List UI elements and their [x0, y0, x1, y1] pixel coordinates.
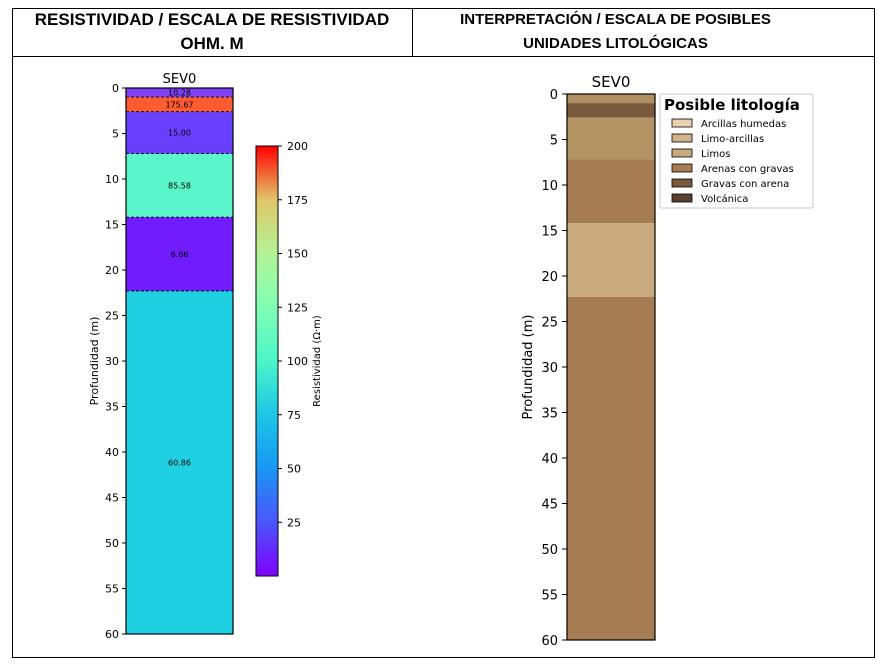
legend-entry-label: Volcánica: [701, 193, 748, 205]
y-tick-label: 40: [105, 446, 119, 459]
resistivity-layer-4: [126, 217, 233, 291]
colorbar-tick-label: 75: [287, 409, 301, 422]
y-tick-label: 35: [541, 407, 558, 422]
y-tick-label: 30: [541, 361, 558, 376]
y-tick-label: 35: [105, 401, 119, 414]
y-tick-label: 30: [105, 355, 119, 368]
lithology-layer-3: [567, 159, 655, 224]
y-tick-label: 15: [541, 225, 558, 240]
right-header-line2: UNIDADES LITOLÓGICAS: [523, 35, 708, 52]
y-tick-label: 25: [105, 310, 119, 323]
left-header-line1: RESISTIVIDAD / ESCALA DE RESISTIVIDAD: [34, 10, 390, 29]
y-tick-label: 50: [105, 537, 119, 550]
legend-entry-label: Arcillas humedas: [701, 119, 786, 130]
legend-box: [659, 93, 814, 209]
lithology-chart-title: SEV0: [592, 73, 631, 91]
lithology-layer-0: [567, 94, 655, 104]
resistivity-value-label: 15.00: [168, 129, 191, 138]
lithology-layer-5: [567, 296, 655, 640]
y-tick-label: 20: [105, 264, 119, 277]
colorbar-tick-label: 125: [287, 301, 308, 314]
resistivity-layer-3: [126, 153, 233, 218]
y-tick-label: 20: [541, 270, 558, 285]
y-tick-label: 0: [550, 88, 558, 103]
figure-frame: [12, 8, 875, 658]
colorbar-tick-label: 25: [287, 516, 301, 529]
y-tick-label: 45: [105, 492, 119, 505]
resistivity-value-label: 6.66: [171, 250, 189, 259]
colorbar-tick-label: 150: [287, 248, 308, 261]
resistivity-value-label: 85.58: [168, 181, 191, 190]
resistivity-chart-title: SEV0: [163, 72, 197, 87]
y-tick-label: 50: [541, 543, 558, 558]
y-tick-label: 40: [541, 452, 558, 467]
y-tick-label: 10: [105, 173, 119, 186]
y-tick-label: 5: [550, 134, 558, 149]
legend-entry-label: Arenas con gravas: [701, 164, 794, 175]
colorbar-label: Resistividad (Ω·m): [312, 315, 323, 407]
left-header-line2: OHM. M: [180, 34, 244, 53]
legend-swatch: [671, 163, 693, 173]
y-tick-label: 15: [105, 219, 119, 232]
header-divider: [12, 56, 875, 57]
legend-title: Posible litología: [664, 96, 800, 114]
resistivity-layer-1: [126, 97, 233, 112]
colorbar-tick-label: 50: [287, 463, 301, 476]
lithology-layer-4: [567, 223, 655, 297]
legend-swatch: [671, 133, 693, 143]
y-tick-label: 5: [112, 128, 119, 141]
resistivity-value-label: 10.28: [168, 89, 191, 98]
resistivity-value-label: 60.86: [168, 458, 191, 467]
header-column-divider: [412, 8, 413, 57]
legend-entry-label: Limo-arcillas: [701, 134, 764, 145]
legend-entry-label: Limos: [701, 149, 730, 160]
right-header-title: INTERPRETACIÓN / ESCALA DE POSIBLES UNID…: [413, 8, 818, 56]
lithology-layer-2: [567, 117, 655, 160]
y-tick-label: 60: [105, 628, 119, 641]
y-tick-label: 0: [112, 82, 119, 95]
legend-swatch: [671, 118, 693, 128]
legend-swatch: [671, 178, 693, 188]
y-tick-label: 45: [541, 498, 558, 513]
resistivity-layer-2: [126, 111, 233, 154]
resistivity-value-label: 175.67: [166, 100, 194, 109]
colorbar-tick-label: 200: [287, 140, 308, 153]
colorbar: [255, 145, 279, 577]
colorbar-tick-label: 100: [287, 355, 308, 368]
right-header-line1: INTERPRETACIÓN / ESCALA DE POSIBLES: [460, 11, 771, 28]
y-tick-label: 25: [541, 316, 558, 331]
y-tick-label: 55: [541, 589, 558, 604]
y-tick-label: 10: [541, 179, 558, 194]
y-tick-label: 60: [541, 634, 558, 649]
resistivity-layer-5: [126, 290, 233, 634]
left-header-title: RESISTIVIDAD / ESCALA DE RESISTIVIDAD OH…: [12, 8, 412, 56]
y-tick-label: 55: [105, 583, 119, 596]
y-axis-label: Profundidad (m): [521, 315, 536, 420]
resistivity-layer-0: [126, 88, 233, 98]
legend-entry-label: Gravas con arena: [701, 179, 789, 190]
colorbar-tick-label: 175: [287, 194, 308, 207]
legend-swatch: [671, 193, 693, 203]
y-axis-label: Profundidad (m): [88, 317, 101, 406]
legend-swatch: [671, 148, 693, 158]
lithology-layer-1: [567, 103, 655, 118]
